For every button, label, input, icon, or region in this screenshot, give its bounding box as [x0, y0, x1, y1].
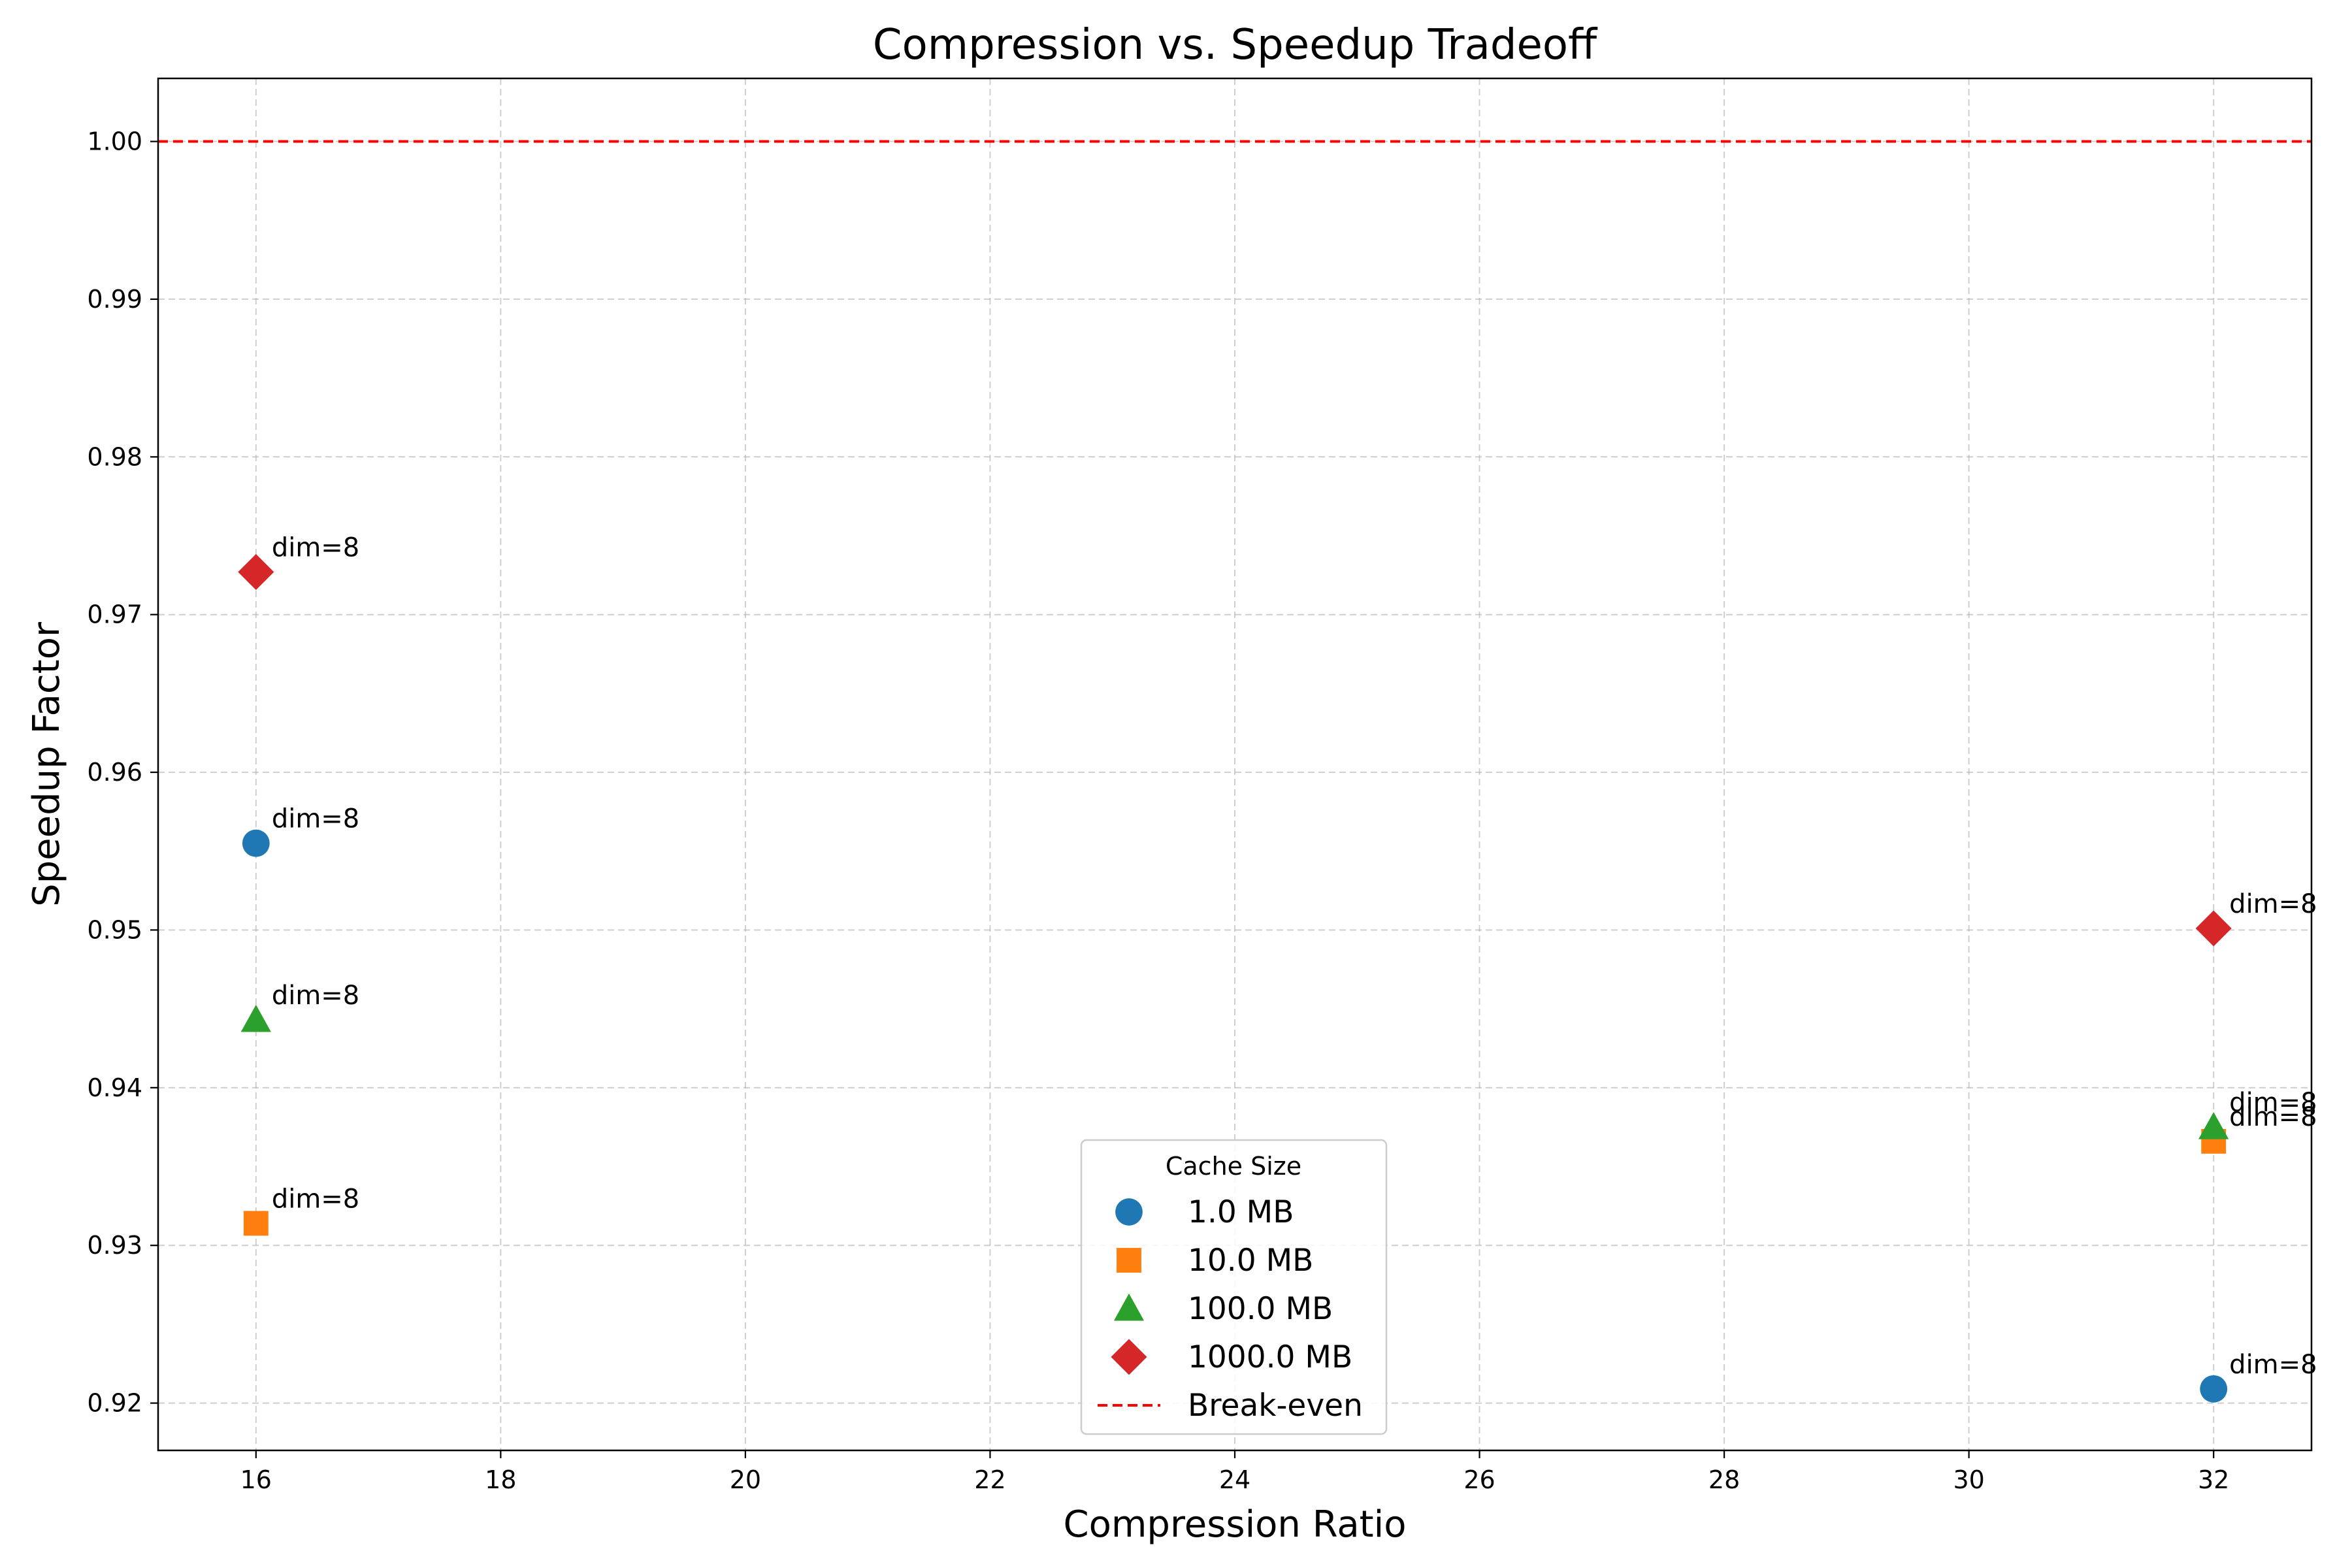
legend-marker	[1117, 1248, 1141, 1273]
data-point	[242, 829, 270, 857]
data-point	[243, 1211, 269, 1236]
y-tick-label: 0.99	[87, 285, 142, 314]
point-annotation: dim=8	[272, 981, 359, 1011]
x-tick-label: 30	[1953, 1465, 1984, 1494]
y-tick-label: 0.95	[87, 915, 142, 944]
x-tick-label: 18	[485, 1465, 516, 1494]
legend-marker	[1113, 1293, 1145, 1321]
data-point	[238, 554, 274, 591]
legend-title: Cache Size	[1166, 1152, 1301, 1181]
legend-box	[1080, 1139, 1388, 1435]
data-points	[238, 554, 2232, 1403]
y-axis-label: Speedup Factor	[25, 621, 68, 907]
chart-title: Compression vs. Speedup Tradeoff	[873, 21, 1598, 69]
point-annotation: dim=8	[2229, 1102, 2317, 1132]
legend-label: 100.0 MB	[1188, 1291, 1333, 1327]
y-tick-label: 0.97	[87, 600, 142, 629]
legend-label: 1000.0 MB	[1188, 1339, 1352, 1375]
x-tick-label: 22	[974, 1465, 1005, 1494]
data-point	[2195, 910, 2232, 947]
x-tick-label: 26	[1463, 1465, 1495, 1494]
point-annotation: dim=8	[272, 1184, 359, 1214]
x-axis-ticks: 16 18 20 22 24 26 28 30 32	[240, 1450, 2229, 1494]
point-annotation: dim=8	[2229, 889, 2317, 919]
point-annotation: dim=8	[2229, 1088, 2317, 1118]
legend-marker	[1111, 1339, 1147, 1375]
x-tick-label: 24	[1219, 1465, 1250, 1494]
y-tick-label: 0.93	[87, 1231, 142, 1260]
x-tick-label: 28	[1708, 1465, 1740, 1494]
point-annotation: dim=8	[2229, 1350, 2317, 1380]
point-annotation: dim=8	[272, 804, 359, 834]
x-tick-label: 32	[2198, 1465, 2229, 1494]
point-annotation: dim=8	[272, 533, 359, 563]
legend: Cache Size 1.0 MB 10.0 MB 100.0 MB 1000.0 M…	[1080, 1139, 1388, 1435]
y-tick-label: 0.96	[87, 758, 142, 787]
data-point	[2198, 1112, 2229, 1139]
y-tick-label: 0.98	[87, 442, 142, 471]
x-axis-label: Compression Ratio	[1064, 1503, 1407, 1546]
legend-marker	[1115, 1198, 1143, 1226]
x-tick-label: 16	[240, 1465, 272, 1494]
legend-items: 1.0 MB 10.0 MB 100.0 MB 1000.0 MB Break-even	[1098, 1194, 1363, 1424]
legend-label: Break-even	[1188, 1388, 1363, 1424]
legend-label: 1.0 MB	[1188, 1194, 1294, 1230]
y-axis-ticks: 0.92 0.93 0.94 0.95 0.96 0.97 0.98 0.99 1.00	[87, 127, 158, 1418]
data-point	[240, 1004, 271, 1032]
legend-label: 10.0 MB	[1188, 1243, 1313, 1279]
y-tick-label: 0.92	[87, 1389, 142, 1418]
data-point	[2200, 1375, 2228, 1403]
y-tick-label: 0.94	[87, 1073, 142, 1102]
y-tick-label: 1.00	[87, 127, 142, 156]
x-tick-label: 20	[730, 1465, 761, 1494]
